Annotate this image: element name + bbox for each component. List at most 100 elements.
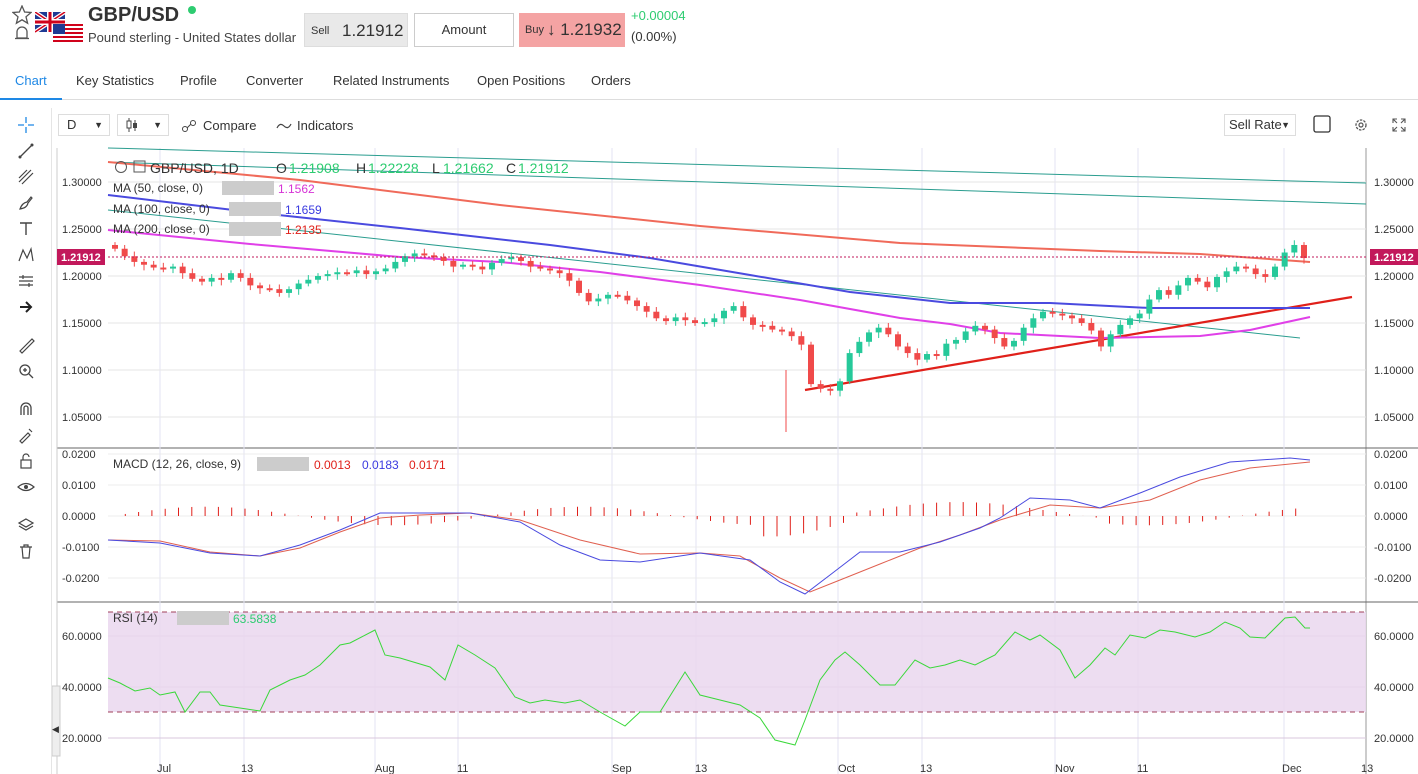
candle-body [547, 268, 553, 271]
svg-text:RSI (14): RSI (14) [113, 611, 158, 625]
candle [740, 301, 747, 322]
candle [286, 286, 292, 298]
candle-body [817, 384, 824, 389]
channel-line-middle[interactable] [107, 161, 1367, 205]
candle [518, 254, 524, 266]
fullscreen-square-icon[interactable] [1313, 115, 1331, 133]
candle [460, 261, 466, 270]
channel-line-lower[interactable] [107, 209, 1301, 339]
candle-body [856, 341, 863, 354]
svg-text:1.21912: 1.21912 [61, 252, 101, 264]
candle-body [914, 353, 921, 360]
macd-tick-label: 0.0200 [62, 449, 96, 461]
candle [1127, 315, 1133, 329]
candle-body [411, 253, 418, 257]
ma50-legend: MA (50, close, 0) 1.1562 [113, 181, 315, 196]
magnet-icon[interactable] [17, 400, 35, 418]
brush-icon[interactable] [17, 194, 35, 212]
tab-orders[interactable]: Orders [591, 73, 631, 88]
candle [208, 274, 215, 287]
candle [1059, 308, 1066, 321]
interval-select[interactable]: D ▼ [58, 114, 110, 136]
rsi-tick-label: 20.0000 [62, 733, 102, 745]
candle [914, 348, 921, 366]
star-icon[interactable] [12, 5, 32, 25]
candle-body [537, 266, 544, 269]
candle-body [1107, 334, 1114, 347]
candle [112, 242, 118, 252]
chart-type-select[interactable]: ▼ [117, 114, 169, 136]
tab-related-instruments[interactable]: Related Instruments [333, 73, 450, 88]
tab-key-statistics[interactable]: Key Statistics [76, 73, 155, 88]
candle [788, 327, 795, 341]
lock-drawing-icon[interactable] [17, 426, 35, 444]
lock-icon[interactable] [17, 452, 35, 470]
ma50-line [107, 229, 1311, 340]
candle [643, 302, 650, 318]
x-tick-label: 13 [920, 763, 932, 774]
bell-alert-icon[interactable] [12, 24, 32, 44]
candle [1156, 287, 1162, 303]
candle-body [875, 327, 882, 333]
candle-body [788, 331, 795, 337]
candle-body [750, 317, 756, 325]
arrow-icon[interactable] [17, 298, 35, 316]
candle [605, 291, 611, 305]
tab-profile[interactable]: Profile [180, 73, 217, 88]
macd-tick-label: 0.0000 [1374, 511, 1408, 523]
candle [199, 276, 205, 286]
amount-input[interactable]: Amount [414, 13, 514, 47]
candle [769, 321, 776, 333]
trash-icon[interactable] [17, 542, 35, 560]
candle-body [431, 255, 437, 258]
crosshair-icon[interactable] [17, 116, 35, 134]
candle [808, 341, 814, 387]
compare-button[interactable]: Compare [203, 118, 257, 133]
close-value: 1.21912 [518, 160, 569, 176]
layers-icon[interactable] [17, 516, 35, 534]
tab-chart[interactable]: Chart [15, 73, 47, 88]
indicators-button[interactable]: Indicators [297, 118, 354, 133]
candle-body [392, 261, 399, 269]
ma100-value: 1.1659 [285, 203, 322, 217]
price-chart[interactable]: 1.30000 1.30000 1.25000 1.25000 1.20000 1.200… [52, 144, 1418, 774]
eye-icon[interactable] [17, 478, 35, 496]
ruler-icon[interactable] [17, 336, 35, 354]
rsi-tick-label: 60.0000 [1374, 631, 1414, 643]
candle-body [498, 259, 505, 263]
channel-line-upper[interactable] [107, 147, 1367, 184]
candle [750, 314, 756, 330]
trendline-icon[interactable] [17, 142, 35, 160]
forecast-icon[interactable] [17, 272, 35, 290]
candle-body [1291, 244, 1298, 253]
price-tick-label: 1.05000 [62, 412, 102, 424]
candle-body [682, 317, 689, 321]
candle [1088, 318, 1095, 335]
symbol-description: Pound sterling - United States dollar [88, 30, 297, 45]
candle-body [469, 264, 476, 267]
zoom-icon[interactable] [17, 362, 35, 380]
buy-button[interactable]: Buy ↓ 1.21932 [519, 13, 625, 47]
candle-body [634, 300, 640, 307]
panel-collapse-handle[interactable] [52, 685, 61, 757]
candle-body [933, 354, 940, 357]
gear-icon[interactable] [1353, 117, 1369, 133]
candle [237, 269, 244, 282]
candle-body [1252, 268, 1259, 275]
pattern-icon[interactable] [17, 246, 35, 264]
tab-converter[interactable]: Converter [246, 73, 304, 88]
tab-open-positions[interactable]: Open Positions [477, 73, 566, 88]
support-trendline[interactable] [804, 295, 1353, 392]
sell-button[interactable]: Sell 1.21912 [304, 13, 408, 47]
candle-body [440, 257, 447, 261]
candle-body [266, 288, 273, 291]
candle-body [1117, 324, 1124, 335]
candle [334, 267, 341, 280]
rate-select[interactable]: Sell Rate ▼ [1224, 114, 1296, 136]
candle-body [1146, 299, 1153, 314]
text-icon[interactable] [17, 220, 35, 238]
fib-icon[interactable] [17, 168, 35, 186]
expand-icon[interactable] [1391, 117, 1407, 133]
candle [247, 273, 254, 291]
svg-text:◀: ◀ [52, 724, 59, 734]
